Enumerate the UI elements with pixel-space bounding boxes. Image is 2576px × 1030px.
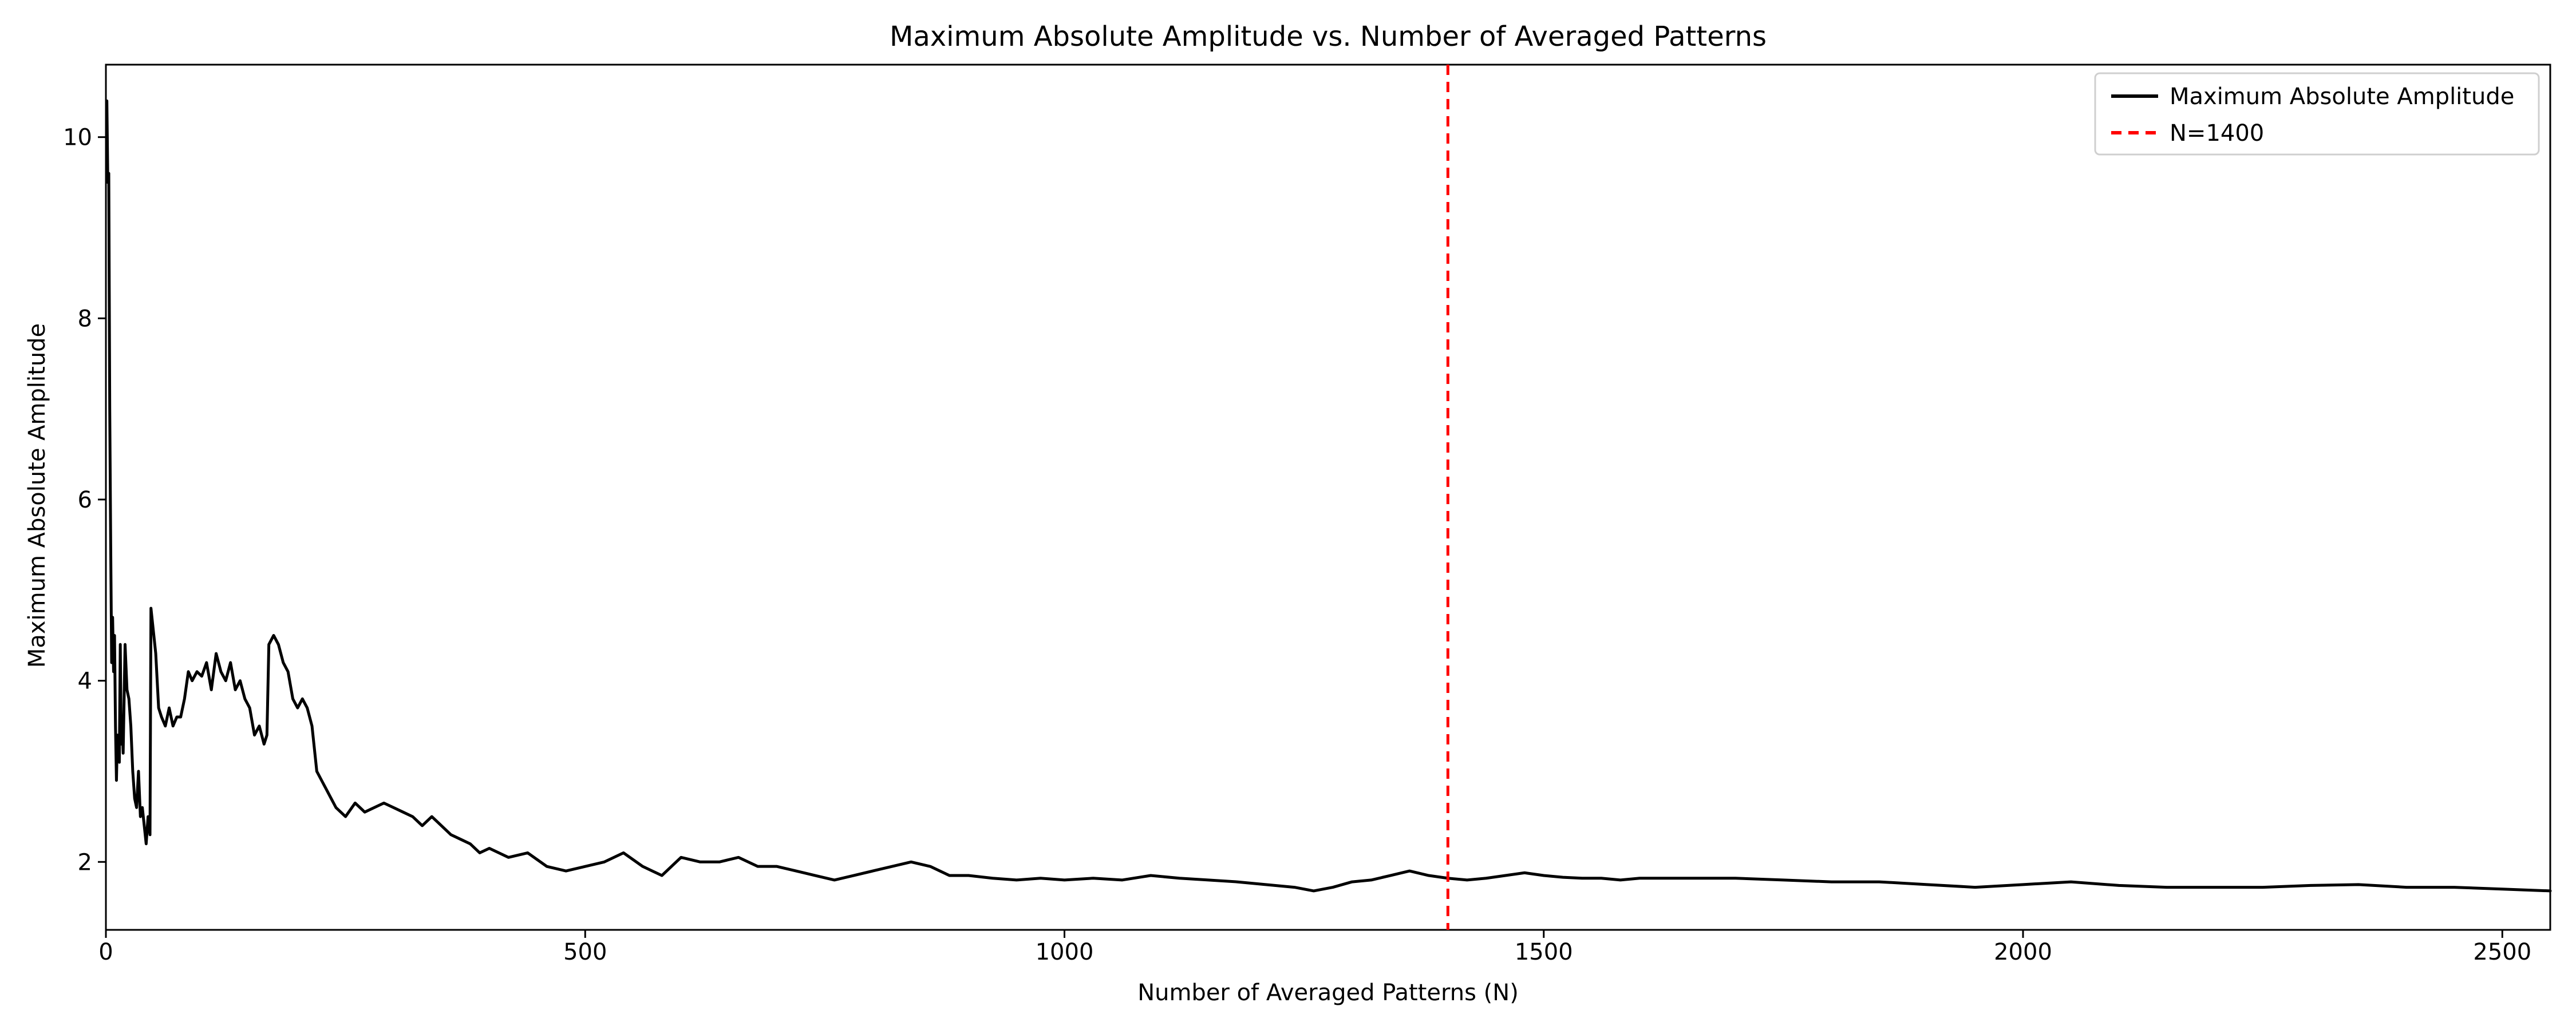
- x-tick-label: 2000: [1994, 939, 2052, 965]
- y-tick-label: 8: [78, 306, 92, 332]
- series-layer: [105, 65, 2552, 930]
- legend-label-n1400: N=1400: [2170, 120, 2264, 146]
- x-tick-label: 500: [563, 939, 607, 965]
- x-tick-label: 2500: [2473, 939, 2531, 965]
- x-axis-label: Number of Averaged Patterns (N): [1137, 980, 1519, 1006]
- x-tick-label: 1500: [1515, 939, 1573, 965]
- x-axis-ticks: 0 500 1000 1500 2000 2500: [98, 930, 2531, 965]
- legend-label-amplitude: Maximum Absolute Amplitude: [2170, 84, 2514, 110]
- series-line-maximum-absolute-amplitude: [105, 99, 2552, 893]
- x-tick-label: 0: [98, 939, 113, 965]
- y-axis-label: Maximum Absolute Amplitude: [24, 323, 50, 668]
- y-tick-label: 2: [78, 849, 92, 876]
- y-tick-label: 4: [78, 668, 92, 695]
- chart-title: Maximum Absolute Amplitude vs. Number of…: [890, 21, 1767, 53]
- y-tick-label: 6: [78, 487, 92, 513]
- plot-frame: [105, 64, 2551, 931]
- y-tick-label: 10: [63, 125, 92, 151]
- legend-box: [2094, 72, 2540, 156]
- y-axis-ticks: 2 4 6 8 10: [63, 125, 106, 876]
- legend: Maximum Absolute Amplitude N=1400: [2094, 72, 2540, 156]
- x-tick-label: 1000: [1036, 939, 1094, 965]
